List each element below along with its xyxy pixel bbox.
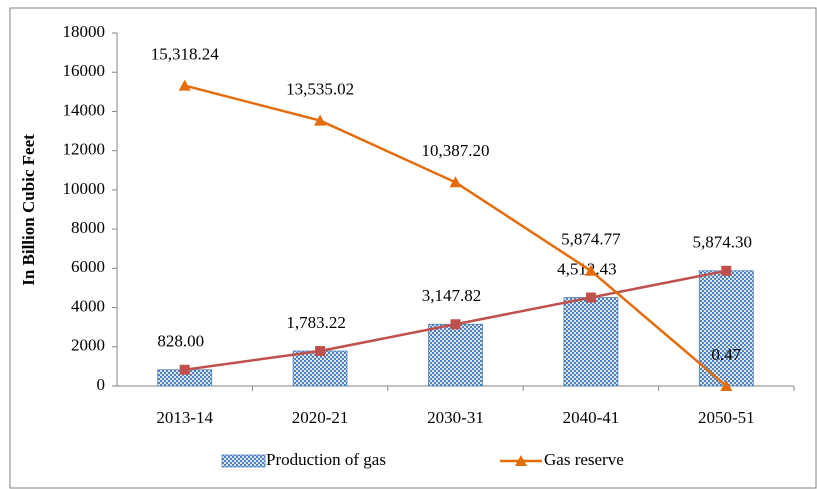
triangle-marker bbox=[449, 176, 462, 188]
x-tick-label: 2020-21 bbox=[292, 408, 349, 427]
y-axis-label: In Billion Cubic Feet bbox=[19, 134, 38, 286]
y-tick-label: 12000 bbox=[63, 140, 106, 159]
y-tick-label: 18000 bbox=[63, 22, 106, 41]
data-label: 13,535.02 bbox=[286, 79, 354, 98]
legend-marker bbox=[515, 455, 527, 466]
y-tick-label: 2000 bbox=[71, 336, 105, 355]
legend-label: Production of gas bbox=[266, 450, 386, 469]
data-label: 5,874.30 bbox=[693, 233, 753, 252]
triangle-marker bbox=[720, 379, 733, 391]
x-tick-label: 2040-41 bbox=[563, 408, 620, 427]
triangle-marker bbox=[584, 264, 597, 276]
y-tick-label: 0 bbox=[97, 375, 106, 394]
square-marker bbox=[585, 292, 596, 303]
frame bbox=[9, 7, 817, 489]
bar bbox=[698, 270, 754, 387]
legend-swatch bbox=[221, 454, 266, 468]
square-marker bbox=[315, 346, 326, 357]
x-tick-label: 2030-31 bbox=[427, 408, 484, 427]
bar bbox=[428, 323, 483, 387]
y-tick-label: 10000 bbox=[63, 179, 106, 198]
data-label: 1,783.22 bbox=[286, 313, 346, 332]
legend-label: Gas reserve bbox=[544, 450, 624, 469]
data-label: 0.47 bbox=[711, 345, 741, 364]
bar bbox=[563, 297, 619, 387]
triangle-marker bbox=[314, 114, 327, 126]
y-tick-label: 14000 bbox=[63, 100, 106, 119]
y-tick-label: 8000 bbox=[71, 218, 105, 237]
square-marker bbox=[179, 364, 190, 375]
data-label: 10,387.20 bbox=[422, 141, 490, 160]
y-tick-label: 4000 bbox=[71, 296, 105, 315]
x-tick-label: 2050-51 bbox=[698, 408, 755, 427]
data-label: 5,874.77 bbox=[561, 230, 621, 249]
square-marker bbox=[450, 319, 461, 330]
data-label: 3,147.82 bbox=[422, 286, 482, 305]
bar bbox=[292, 350, 348, 387]
x-tick-label: 2013-14 bbox=[156, 408, 213, 427]
y-tick-label: 16000 bbox=[63, 61, 106, 80]
square-marker bbox=[721, 265, 732, 276]
data-label: 828.00 bbox=[157, 332, 204, 351]
data-label: 15,318.24 bbox=[151, 44, 220, 63]
y-tick-label: 6000 bbox=[71, 257, 105, 276]
triangle-marker bbox=[178, 79, 191, 91]
